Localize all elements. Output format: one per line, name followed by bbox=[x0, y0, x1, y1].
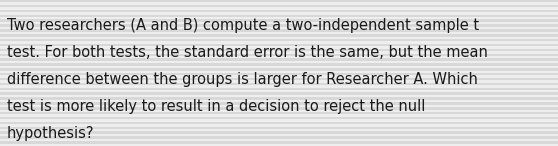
Bar bbox=[0, 131, 558, 134]
Bar bbox=[0, 110, 558, 112]
Text: difference between the groups is larger for Researcher A. Which: difference between the groups is larger … bbox=[7, 72, 478, 87]
Bar bbox=[0, 124, 558, 127]
Text: hypothesis?: hypothesis? bbox=[7, 126, 94, 141]
Bar bbox=[0, 134, 558, 136]
Bar bbox=[0, 22, 558, 24]
Bar bbox=[0, 51, 558, 54]
Bar bbox=[0, 5, 558, 7]
Bar bbox=[0, 92, 558, 95]
Bar bbox=[0, 36, 558, 39]
Bar bbox=[0, 32, 558, 34]
Bar bbox=[0, 34, 558, 36]
Bar bbox=[0, 19, 558, 22]
Bar bbox=[0, 119, 558, 122]
Bar bbox=[0, 112, 558, 114]
Bar bbox=[0, 56, 558, 58]
Bar bbox=[0, 100, 558, 102]
Bar bbox=[0, 10, 558, 12]
Bar bbox=[0, 0, 558, 2]
Bar bbox=[0, 127, 558, 129]
Bar bbox=[0, 68, 558, 71]
Bar bbox=[0, 136, 558, 139]
Bar bbox=[0, 27, 558, 29]
Bar bbox=[0, 2, 558, 5]
Text: test is more likely to result in a decision to reject the null: test is more likely to result in a decis… bbox=[7, 99, 425, 114]
Bar bbox=[0, 90, 558, 92]
Bar bbox=[0, 139, 558, 141]
Text: Two researchers (A and B) compute a two-independent sample t: Two researchers (A and B) compute a two-… bbox=[7, 18, 479, 33]
Bar bbox=[0, 88, 558, 90]
Bar bbox=[0, 15, 558, 17]
Bar bbox=[0, 49, 558, 51]
Bar bbox=[0, 129, 558, 131]
Bar bbox=[0, 29, 558, 32]
Bar bbox=[0, 39, 558, 41]
Bar bbox=[0, 80, 558, 83]
Bar bbox=[0, 7, 558, 10]
Bar bbox=[0, 122, 558, 124]
Bar bbox=[0, 78, 558, 80]
Bar bbox=[0, 73, 558, 75]
Bar bbox=[0, 12, 558, 15]
Bar bbox=[0, 114, 558, 117]
Bar bbox=[0, 102, 558, 105]
Text: test. For both tests, the standard error is the same, but the mean: test. For both tests, the standard error… bbox=[7, 45, 488, 60]
Bar bbox=[0, 83, 558, 85]
Bar bbox=[0, 61, 558, 63]
Bar bbox=[0, 63, 558, 66]
Bar bbox=[0, 95, 558, 97]
Bar bbox=[0, 75, 558, 78]
Bar bbox=[0, 107, 558, 110]
Bar bbox=[0, 105, 558, 107]
Bar bbox=[0, 41, 558, 44]
Bar bbox=[0, 117, 558, 119]
Bar bbox=[0, 44, 558, 46]
Bar bbox=[0, 58, 558, 61]
Bar bbox=[0, 17, 558, 19]
Bar bbox=[0, 71, 558, 73]
Bar bbox=[0, 46, 558, 49]
Bar bbox=[0, 141, 558, 144]
Bar bbox=[0, 24, 558, 27]
Bar bbox=[0, 85, 558, 88]
Bar bbox=[0, 144, 558, 146]
Bar bbox=[0, 54, 558, 56]
Bar bbox=[0, 97, 558, 100]
Bar bbox=[0, 66, 558, 68]
